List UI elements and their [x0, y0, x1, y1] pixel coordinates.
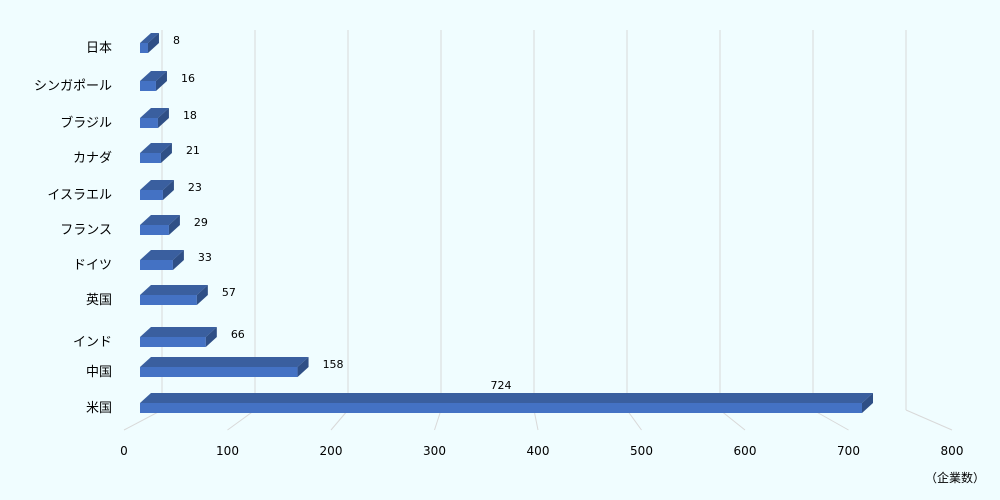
bar: [140, 327, 217, 347]
bar: [140, 143, 172, 163]
data-label: 724: [491, 379, 512, 392]
bar: [140, 71, 167, 91]
category-label: 中国: [86, 365, 112, 380]
bar: [140, 285, 208, 305]
x-axis: 0 100 200 300 400 500 600 700 800: [120, 444, 963, 458]
x-tick-label: 200: [320, 444, 343, 458]
unit-label: （企業数）: [925, 470, 985, 485]
data-label: 18: [183, 109, 197, 122]
gridline: [434, 30, 442, 431]
x-tick-label: 500: [630, 444, 653, 458]
gridline: [905, 30, 953, 431]
data-label: 158: [323, 358, 344, 371]
data-label: 57: [222, 286, 236, 299]
gridline: [812, 30, 849, 431]
category-label: 米国: [86, 401, 112, 416]
category-label: フランス: [60, 223, 112, 238]
x-tick-label: 100: [216, 444, 239, 458]
gridline: [533, 30, 539, 431]
category-label: ドイツ: [73, 258, 112, 273]
category-label: イスラエル: [47, 188, 112, 203]
bar: [140, 357, 309, 377]
category-label: 日本: [86, 41, 112, 56]
data-label: 16: [181, 72, 195, 85]
bar: [140, 108, 169, 128]
bar: [140, 33, 159, 53]
gridline: [626, 30, 642, 431]
bar: [140, 180, 174, 200]
bars: [140, 33, 873, 413]
data-label: 23: [188, 181, 202, 194]
category-label: ブラジル: [60, 115, 112, 131]
category-label: 英国: [86, 293, 112, 308]
x-tick-label: 300: [423, 444, 446, 458]
gridline: [227, 30, 256, 431]
data-label: 29: [194, 216, 208, 229]
category-label: シンガポール: [34, 79, 112, 94]
gridline: [719, 30, 746, 431]
data-label: 33: [198, 251, 212, 264]
x-tick-label: 400: [527, 444, 550, 458]
bar: [140, 215, 180, 235]
data-label: 66: [231, 328, 245, 341]
x-tick-label: 700: [837, 444, 860, 458]
x-tick-label: 800: [941, 444, 964, 458]
x-tick-label: 0: [120, 444, 128, 458]
grid: [123, 30, 953, 431]
data-label: 21: [186, 144, 200, 157]
category-label: インド: [73, 335, 112, 350]
data-label: 8: [173, 34, 180, 47]
gridline: [330, 30, 349, 431]
bar: [140, 393, 873, 413]
bar: [140, 250, 184, 270]
category-label: カナダ: [73, 151, 112, 166]
data-labels: 8 16 18 21 23 29 33 57 66 158 724: [173, 34, 512, 392]
x-tick-label: 600: [734, 444, 757, 458]
